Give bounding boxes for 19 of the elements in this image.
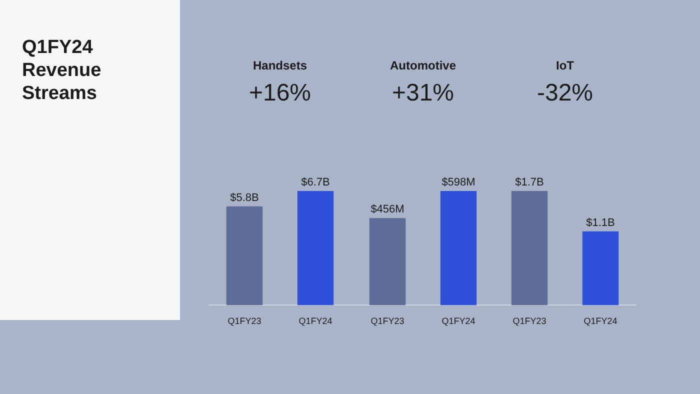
x-tick-label: Q1FY24 bbox=[584, 316, 618, 326]
x-tick-label: Q1FY23 bbox=[512, 316, 546, 326]
data-label: $1.7B bbox=[515, 176, 544, 189]
data-label: $598M bbox=[442, 176, 476, 189]
chart-subtitle: +16% bbox=[248, 79, 312, 106]
data-label: $456M bbox=[370, 204, 404, 216]
text: Q1FY24 Revenue Streams bbox=[22, 36, 102, 105]
data-label: $1.1B bbox=[586, 216, 615, 229]
x-tick-label: Q1FY23 bbox=[370, 316, 404, 326]
x-tick-label: Q1FY23 bbox=[228, 316, 262, 326]
data-label: $5.8B bbox=[230, 192, 259, 204]
x-tick-label: Q1FY24 bbox=[298, 316, 332, 326]
chart-title: IoT bbox=[556, 58, 575, 73]
chart-title: Automotive bbox=[390, 58, 456, 73]
chart-subtitle: +31% bbox=[392, 79, 454, 106]
data-label: $6.7B bbox=[301, 176, 330, 189]
chart-subtitle: -32% bbox=[536, 79, 594, 106]
x-tick-label: Q1FY24 bbox=[442, 316, 476, 326]
chart-title: Handsets bbox=[252, 58, 308, 73]
